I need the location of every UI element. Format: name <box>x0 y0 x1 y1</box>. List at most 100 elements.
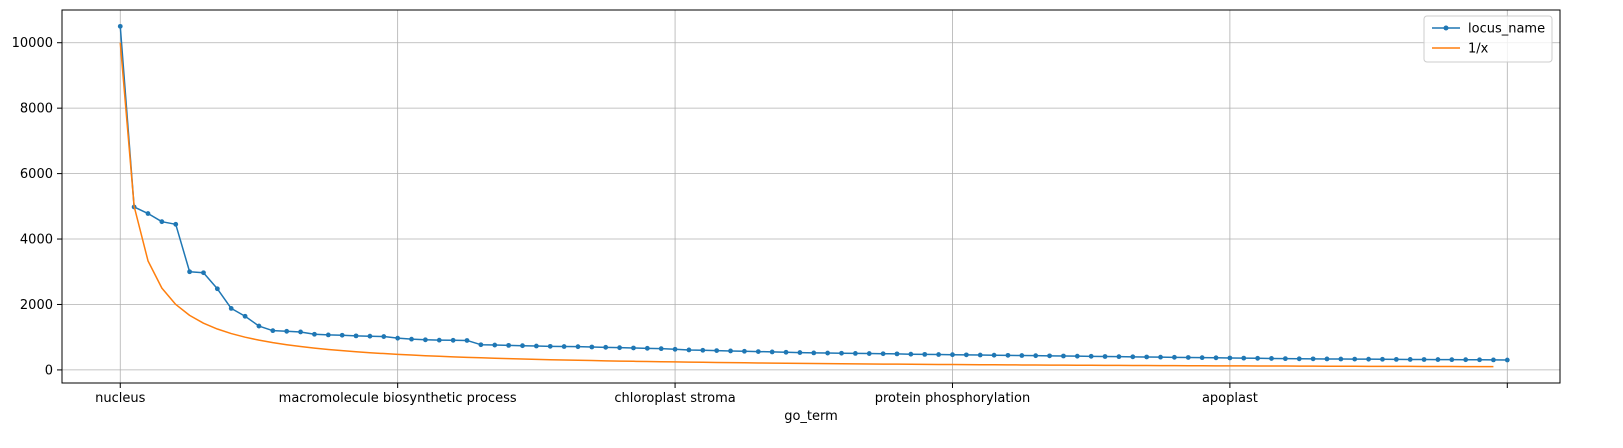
data-point-locus-name <box>1227 355 1233 361</box>
data-point-locus-name <box>256 323 262 329</box>
data-point-locus-name <box>672 346 678 352</box>
data-point-locus-name <box>1130 354 1136 360</box>
x-tick-label: protein phosphorylation <box>875 391 1031 406</box>
data-point-locus-name <box>325 332 331 338</box>
data-point-locus-name <box>159 219 165 225</box>
data-point-locus-name <box>769 349 775 355</box>
data-point-locus-name <box>520 343 525 349</box>
data-point-locus-name <box>1144 354 1150 360</box>
data-point-locus-name <box>617 345 622 351</box>
y-tick-label: 4000 <box>20 233 53 248</box>
data-point-locus-name <box>880 351 886 357</box>
data-point-locus-name <box>1407 357 1413 362</box>
data-point-locus-name <box>963 352 969 358</box>
data-point-locus-name <box>464 338 470 343</box>
y-tick-label: 0 <box>45 363 53 378</box>
data-point-locus-name <box>797 350 803 355</box>
data-point-locus-name <box>228 306 234 311</box>
y-tick-label: 2000 <box>20 298 53 313</box>
data-point-locus-name <box>450 337 456 343</box>
data-point-locus-name <box>381 334 387 339</box>
data-point-locus-name <box>589 344 595 350</box>
legend-label-locus-name: locus_name <box>1468 22 1545 37</box>
data-point-locus-name <box>506 342 512 348</box>
data-point-locus-name <box>686 347 692 353</box>
data-point-locus-name <box>1449 357 1455 363</box>
data-point-locus-name <box>214 286 220 292</box>
grid <box>62 10 1560 383</box>
data-point-locus-name <box>908 351 914 357</box>
legend: locus_name 1/x <box>1423 15 1553 63</box>
data-point-locus-name <box>1033 353 1039 359</box>
data-point-locus-name <box>117 23 123 29</box>
data-point-locus-name <box>1310 356 1316 362</box>
data-point-locus-name <box>270 328 276 334</box>
data-point-locus-name <box>1366 356 1371 362</box>
data-point-locus-name <box>478 342 484 348</box>
data-point-locus-name <box>603 344 609 350</box>
data-point-locus-name <box>728 348 733 354</box>
data-point-locus-name <box>1269 356 1274 361</box>
data-point-locus-name <box>1158 354 1163 360</box>
data-point-locus-name <box>783 349 789 355</box>
data-point-locus-name <box>866 351 872 356</box>
data-point-locus-name <box>1241 355 1247 361</box>
data-point-locus-name <box>700 347 706 353</box>
data-point-locus-name <box>714 348 720 354</box>
x-axis: nucleus macromolecule biosynthetic proces… <box>95 383 1508 406</box>
plot-frame <box>61 9 1561 384</box>
data-point-locus-name <box>950 352 955 358</box>
data-point-locus-name <box>936 352 942 357</box>
data-point-locus-name <box>755 349 761 354</box>
data-point-locus-name <box>353 333 359 339</box>
y-tick-label: 6000 <box>20 167 53 182</box>
data-point-locus-name <box>1019 353 1025 358</box>
data-point-locus-name <box>1005 352 1011 358</box>
data-point-locus-name <box>852 350 858 356</box>
data-point-locus-name <box>561 344 567 349</box>
data-point-locus-name <box>1393 356 1399 362</box>
data-point-locus-name <box>631 345 636 351</box>
data-point-locus-name <box>1477 357 1482 363</box>
data-point-locus-name <box>492 342 498 348</box>
data-point-locus-name <box>839 350 844 356</box>
data-point-locus-name <box>367 333 373 339</box>
data-point-locus-name <box>395 335 401 341</box>
data-point-locus-name <box>1338 356 1344 362</box>
data-point-locus-name <box>242 313 248 319</box>
data-point-locus-name <box>1255 355 1261 361</box>
data-point-locus-name <box>201 270 206 276</box>
data-point-locus-name <box>894 351 900 357</box>
data-point-locus-name <box>1491 357 1496 363</box>
data-point-locus-name <box>977 352 983 358</box>
data-point-locus-name <box>1296 356 1302 362</box>
data-point-locus-name <box>1352 356 1358 362</box>
legend-label-1-over-x: 1/x <box>1468 42 1489 57</box>
data-point-locus-name <box>312 331 317 337</box>
data-point-locus-name <box>1061 353 1066 359</box>
data-point-locus-name <box>1172 354 1177 360</box>
data-point-locus-name <box>1074 353 1080 359</box>
data-point-locus-name <box>1088 353 1094 359</box>
data-point-locus-name <box>1185 355 1191 360</box>
data-point-locus-name <box>1282 356 1288 362</box>
data-point-locus-name <box>409 336 414 342</box>
data-point-locus-name <box>533 343 539 349</box>
data-point-locus-name <box>742 348 747 354</box>
y-axis: 0 2000 4000 6000 8000 10000 <box>12 36 62 378</box>
data-point-locus-name <box>284 328 290 334</box>
data-point-locus-name <box>1435 357 1441 362</box>
data-point-locus-name <box>187 269 193 275</box>
data-point-locus-name <box>1421 357 1427 362</box>
data-point-locus-name <box>339 332 345 338</box>
data-point-locus-name <box>575 344 581 350</box>
y-tick-label: 10000 <box>12 36 53 51</box>
data-point-locus-name <box>825 350 831 356</box>
data-point-locus-name <box>1047 353 1052 359</box>
data-point-locus-name <box>1463 357 1469 363</box>
data-point-locus-name <box>1380 356 1385 362</box>
data-point-locus-name <box>922 351 928 357</box>
data-point-locus-name <box>1199 355 1205 361</box>
data-point-locus-name <box>436 337 442 343</box>
